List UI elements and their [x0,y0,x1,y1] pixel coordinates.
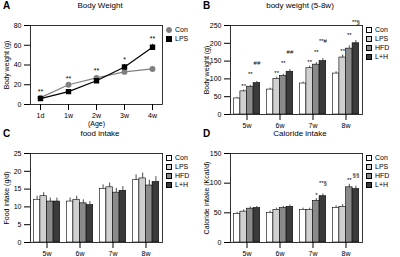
svg-text:100: 100 [210,75,222,82]
svg-text:§§: §§ [353,172,360,178]
html-text:LPS: LPS [375,163,389,170]
svg-text:50: 50 [214,93,222,100]
html-text:D: D [203,128,211,139]
svg-text:Caloride intake (Kcal/d): Caloride intake (Kcal/d) [203,162,211,235]
html-text:Con: Con [175,154,188,161]
svg-text:0: 0 [18,101,22,108]
svg-text:8w: 8w [342,122,352,129]
svg-text:3w: 3w [120,112,130,119]
html-text:HFD: HFD [375,44,390,51]
svg-text:**: ** [347,32,352,38]
svg-text:10: 10 [14,203,22,210]
svg-text:5w: 5w [43,250,53,257]
svg-text:7w: 7w [309,122,319,129]
svg-text:**: ** [94,67,100,74]
svg-text:5: 5 [18,221,22,228]
html-text:HFD: HFD [375,172,390,179]
html-text:A: A [3,0,11,11]
svg-text:4w: 4w [148,112,158,119]
svg-text:7w: 7w [309,250,319,257]
svg-text:25: 25 [14,150,22,157]
svg-text:**: ** [274,70,279,76]
svg-text:250: 250 [210,22,222,29]
html-text:Con: Con [175,26,188,33]
svg-text:**: ** [241,83,246,89]
svg-text:6w: 6w [276,122,286,129]
svg-text:40: 40 [14,61,22,68]
html-text:L+H: L+H [375,53,388,60]
svg-text:7w: 7w [109,250,119,257]
html-text:food intake: food intake [80,129,120,138]
svg-text:60: 60 [14,41,22,48]
svg-text:**: ** [347,177,352,183]
svg-text:5w: 5w [243,250,253,257]
svg-text:**: ** [66,75,72,82]
svg-text:##: ## [287,49,294,55]
html-text:B: B [203,0,211,11]
svg-text:**: ** [307,59,312,65]
svg-text:0: 0 [218,239,222,246]
svg-text:100: 100 [210,179,222,186]
svg-text:2w: 2w [92,112,102,119]
html-text:Caloride intake: Caloride intake [273,129,327,138]
html-text:C: C [3,128,11,139]
svg-text:8w: 8w [342,250,352,257]
svg-text:1d: 1d [37,112,45,119]
svg-text:(Age): (Age) [88,120,105,128]
html-text:body weight (5-8w): body weight (5-8w) [266,1,334,10]
svg-text:150: 150 [210,150,222,157]
svg-text:**§: **§ [352,19,360,25]
svg-text:**: ** [248,71,253,77]
svg-text:##: ## [254,60,261,66]
svg-text:15: 15 [14,185,22,192]
html-text:Con: Con [375,154,388,161]
svg-text:8w: 8w [142,250,152,257]
svg-text:50: 50 [214,209,222,216]
html-text:HFD: HFD [175,172,190,179]
html-text:LPS: LPS [175,163,189,170]
svg-text:Body weight (g): Body weight (g) [203,46,211,95]
svg-text:1w: 1w [64,112,74,119]
html-text:LPS: LPS [375,35,389,42]
svg-text:5w: 5w [243,122,253,129]
svg-text:200: 200 [210,40,222,47]
svg-text:**§: **§ [319,180,327,186]
svg-text:*: * [315,192,318,198]
html-text:L+H: L+H [375,181,388,188]
svg-text:150: 150 [210,57,222,64]
svg-text:0: 0 [218,111,222,118]
svg-text:**: ** [150,35,156,42]
svg-text:6w: 6w [276,250,286,257]
svg-text:20: 20 [14,168,22,175]
html-text:Con: Con [375,26,388,33]
svg-text:**: ** [38,88,44,95]
html-text:L+H: L+H [175,181,188,188]
html-text:LPS: LPS [175,35,189,42]
svg-text:**: ** [340,48,345,54]
svg-text:0: 0 [18,239,22,246]
svg-text:**: ** [281,60,286,66]
svg-text:6w: 6w [76,250,86,257]
svg-text:*: * [123,56,126,63]
svg-text:Body weight (g): Body weight (g) [3,41,11,90]
svg-text:**#: **# [319,38,328,44]
svg-text:Food intake (g/d): Food intake (g/d) [3,172,11,225]
svg-text:**: ** [314,49,319,55]
svg-text:20: 20 [14,81,22,88]
html-text:Body Weight: Body Weight [77,1,123,10]
svg-text:80: 80 [14,22,22,29]
